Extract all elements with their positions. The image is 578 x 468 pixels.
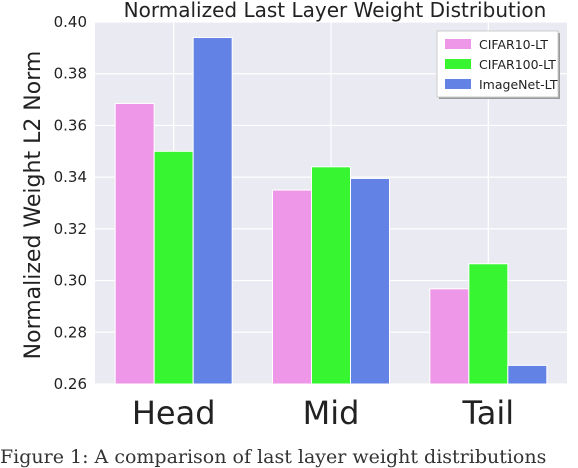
y-tick-label: 0.38 (54, 65, 87, 83)
figure-caption: Figure 1: A comparison of last layer wei… (0, 446, 547, 468)
x-tick-labels: Head Mid Tail (132, 394, 514, 432)
y-tick-label: 0.26 (54, 375, 87, 393)
legend-label: CIFAR100-LT (479, 57, 556, 72)
y-tick-label: 0.28 (54, 323, 87, 341)
legend-label: ImageNet-LT (479, 77, 558, 92)
y-tick-label: 0.34 (54, 168, 87, 186)
y-tick-label: 0.32 (54, 220, 87, 238)
legend-label: CIFAR10-LT (479, 37, 548, 52)
y-tick-label: 0.36 (54, 116, 87, 134)
bar-tail-cifar100-lt (468, 263, 509, 385)
bar-head-imagenet-lt (192, 37, 233, 385)
chart-title: Normalized Last Layer Weight Distributio… (124, 0, 547, 22)
y-tick-label: 0.30 (54, 272, 87, 290)
legend-swatch (445, 59, 471, 69)
bar-tail-imagenet-lt (507, 364, 548, 385)
x-tick-label: Tail (462, 394, 515, 432)
bar-tail-cifar10-lt (429, 288, 470, 385)
y-axis-label: Normalized Weight L2 Norm (21, 51, 46, 360)
x-tick-label: Head (132, 394, 216, 432)
bar-mid-imagenet-lt (350, 177, 390, 385)
y-tick-labels: 0.26 0.28 0.30 0.32 0.34 0.36 0.38 0.40 (54, 13, 87, 393)
legend: CIFAR10-LT CIFAR100-LT ImageNet-LT (436, 30, 560, 99)
bar-head-cifar100-lt (153, 150, 194, 385)
bar-mid-cifar100-lt (311, 166, 351, 385)
x-tick-label: Mid (303, 394, 360, 432)
bar-chart: 0.26 0.28 0.30 0.32 0.34 0.36 0.38 0.40 Head Mid… (21, 0, 567, 432)
bars (114, 37, 548, 385)
legend-swatch (445, 79, 471, 89)
bar-head-cifar10-lt (114, 102, 155, 385)
legend-swatch (445, 39, 471, 49)
y-tick-label: 0.40 (54, 13, 87, 31)
bar-mid-cifar10-lt (272, 189, 312, 385)
